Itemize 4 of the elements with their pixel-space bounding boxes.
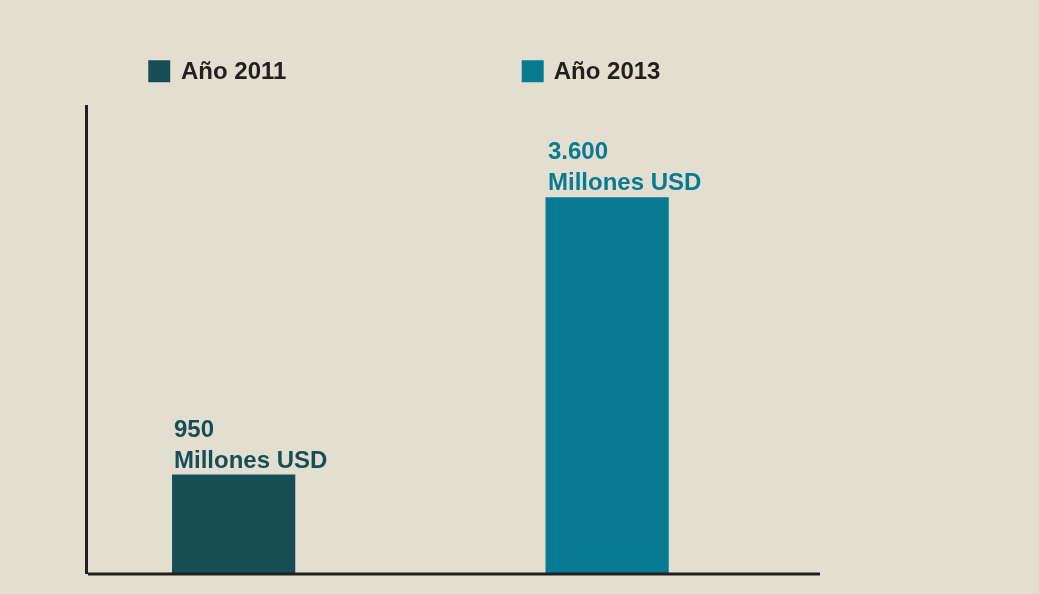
data-label: 950 Millones USD <box>174 415 328 474</box>
x-tick-label: Año 2013 <box>553 57 661 85</box>
x-tick-label: Año 2011 <box>180 57 287 85</box>
data-label: 3.600 Millones USD <box>548 137 702 196</box>
